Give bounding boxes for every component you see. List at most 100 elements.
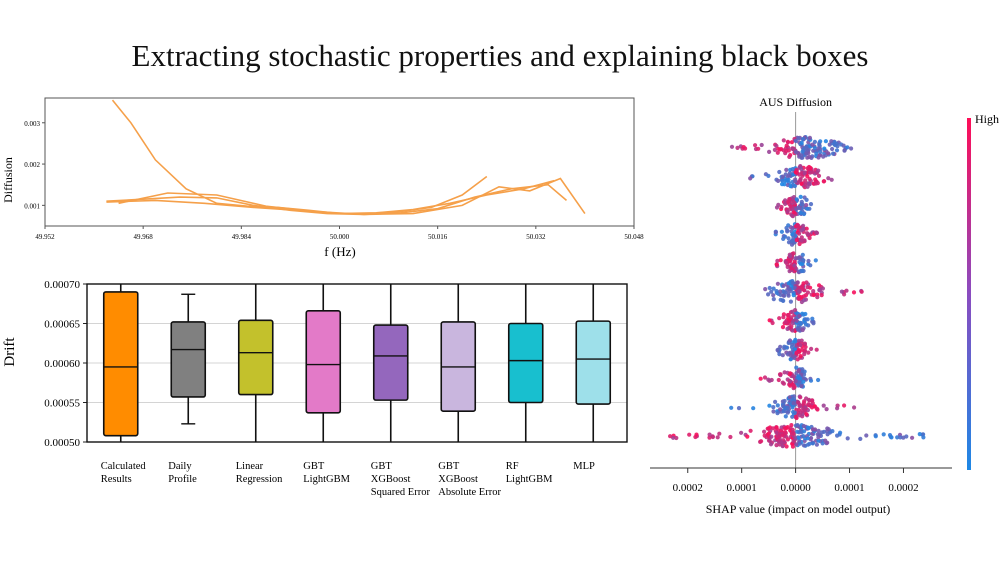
drift-box [102,291,139,437]
drift-category-label: Absolute Error [438,487,501,498]
shap-point [806,181,812,186]
shap-point [786,177,791,182]
shap-point [766,426,771,431]
drift-category-label: LightGBM [506,474,553,485]
drift-y-tick-label: 0.00050 [44,437,80,449]
shap-point [790,427,795,432]
shap-point [841,143,846,148]
diffusion-y-tick-label: 0.003 [24,120,40,128]
shap-point [781,138,786,143]
shap-point [775,411,780,416]
shap-point [783,172,788,177]
shap-point [773,230,779,235]
shap-point [889,435,894,440]
shap-point [810,427,816,432]
shap-point [797,241,802,247]
drift-box [305,310,342,414]
shap-title: AUS Diffusion [759,95,832,109]
shap-point [787,338,793,343]
shap-point [814,151,819,156]
shap-point [792,339,798,344]
shap-point [751,406,756,411]
shap-point [785,313,790,318]
shap-point [802,429,807,434]
shap-point [806,397,812,402]
shap-point [801,376,806,381]
shap-point [816,438,821,443]
shap-point [796,435,801,440]
shap-point [787,395,793,400]
shap-point [799,166,804,172]
drift-category-label: GBT [371,461,393,472]
shap-point [799,140,804,145]
shap-point [771,297,776,302]
shap-point [775,403,780,408]
shap-point [775,281,781,286]
shap-point [859,289,864,294]
shap-point [791,293,796,298]
shap-point [784,444,789,449]
shap-point [729,144,735,149]
shap-point [801,423,806,429]
shap-point [783,431,788,436]
shap-point [798,354,803,359]
figure-title: Extracting stochastic properties and exp… [131,38,869,73]
shap-point [791,251,796,256]
shap-point [756,146,761,151]
shap-point [806,426,811,431]
shap-point [881,432,886,437]
shap-point [801,406,806,411]
shap-point [796,374,801,379]
shap-point [802,171,807,176]
shap-point [814,406,819,411]
shap-point [824,407,829,412]
drift-category-label: Daily [168,461,192,472]
shap-point [795,357,800,362]
shap-point [822,146,827,151]
shap-point [792,410,797,415]
shap-point [849,146,854,151]
shap-point [793,150,799,155]
shap-point [787,259,792,264]
shap-point [798,178,803,183]
shap-colorbar [967,118,971,470]
shap-point [800,149,805,154]
shap-point [811,289,816,294]
shap-point [787,173,792,178]
shap-point [797,172,802,177]
shap-point [776,202,781,207]
shap-point [825,432,830,437]
shap-point [813,181,818,186]
shap-point [748,428,753,433]
diffusion-y-tick-label: 0.001 [24,202,40,210]
diffusion-x-tick-label: 50.016 [428,233,448,241]
shap-point [780,325,786,330]
shap-point [802,341,808,346]
shap-point [783,260,789,265]
shap-point [767,149,772,154]
shap-point [762,433,767,438]
shap-point [873,434,878,439]
shap-point [788,299,794,304]
shap-point [835,433,840,438]
shap-point [743,146,748,151]
shap-point [758,376,763,381]
shap-point [778,289,783,294]
shap-point [825,426,830,431]
shap-point [818,139,823,144]
shap-point [793,170,798,175]
shap-point [803,311,808,317]
shap-point [786,148,791,153]
shap-point [766,431,772,436]
shap-point [748,176,753,181]
shap-point [797,380,802,385]
shap-point [831,151,836,156]
shap-point [797,413,802,418]
shap-point [811,292,816,298]
shap-point [815,432,820,437]
shap-point [816,173,822,178]
shap-point [687,432,692,437]
shap-point [801,298,807,303]
shap-x-tick-label: 0.0000 [780,482,811,494]
shap-point [779,428,784,433]
